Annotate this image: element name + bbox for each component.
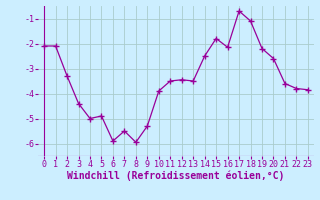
X-axis label: Windchill (Refroidissement éolien,°C): Windchill (Refroidissement éolien,°C) (67, 171, 285, 181)
